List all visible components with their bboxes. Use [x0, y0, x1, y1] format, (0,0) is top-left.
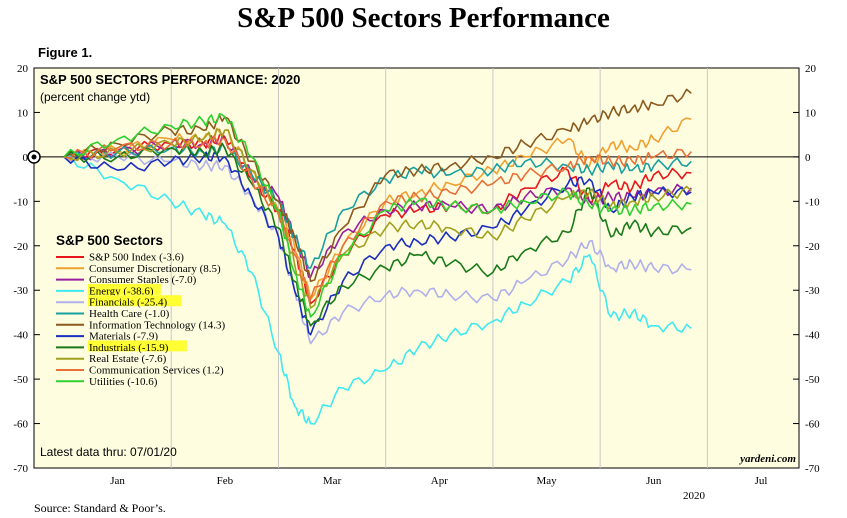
y-tick-label-right: -40	[805, 330, 820, 342]
month-gridlines	[170, 68, 708, 468]
x-tick-label: Jul	[755, 475, 768, 487]
legend-highlight	[88, 283, 161, 295]
plot-background	[33, 67, 800, 469]
y-axis-ticks: 20 20 10 10 0 0 -10 -10 -20 -20 -30 -30 -40 -40 -50 -50…	[13, 63, 820, 475]
chart-subtitle: (percent change ytd)	[40, 90, 150, 104]
chart-title: S&P 500 SECTORS PERFORMANCE: 2020	[40, 72, 300, 87]
y-tick-label-left: -70	[13, 463, 28, 475]
legend-title: S&P 500 Sectors	[56, 233, 163, 248]
series-lines	[63, 88, 692, 425]
legend-label: Health Care (-1.0)	[89, 308, 170, 320]
y-tick-label-left: -10	[13, 196, 28, 208]
series-line	[63, 135, 692, 300]
legend-label: Materials (-7.9)	[89, 331, 158, 343]
legend-label: Financials (-25.4)	[89, 297, 168, 309]
yardeni-credit: yardeni.com	[738, 453, 796, 465]
legend-label: Energy (-38.6)	[89, 285, 154, 297]
y-tick-label-left: 0	[23, 152, 29, 164]
year-label: 2020	[683, 490, 706, 502]
origin-marker	[27, 150, 41, 164]
x-tick-label: Feb	[217, 475, 234, 487]
y-tick-label-left: -20	[13, 241, 28, 253]
y-tick-label-left: 10	[17, 107, 29, 119]
figure-label: Figure 1.	[38, 45, 93, 60]
latest-data-note: Latest data thru: 07/01/20	[40, 445, 177, 459]
legend: S&P 500 Index (-3.6)Consumer Discretiona…	[56, 252, 226, 388]
legend-label: Communication Services (1.2)	[89, 365, 224, 377]
x-tick-label: Jan	[110, 475, 125, 487]
x-tick-label: Jun	[646, 475, 662, 487]
y-tick-label-right: 10	[805, 107, 817, 119]
y-tick-label-left: -40	[13, 330, 28, 342]
series-line	[63, 88, 692, 283]
y-tick-label-right: 20	[805, 63, 817, 75]
legend-label: Industrials (-15.9)	[89, 342, 169, 354]
series-line	[63, 154, 692, 425]
y-tick-label-left: -50	[13, 374, 28, 386]
y-tick-label-right: -30	[805, 285, 820, 297]
y-tick-label-right: -20	[805, 241, 820, 253]
x-axis-labels: Jan Feb Mar Apr May Jun Jul	[110, 475, 767, 487]
y-tick-label-left: -60	[13, 419, 28, 431]
x-tick-label: Apr	[431, 475, 448, 487]
legend-label: Information Technology (14.3)	[89, 319, 226, 331]
series-line	[63, 113, 692, 318]
y-tick-label-right: -10	[805, 196, 820, 208]
y-tick-label-right: -70	[805, 463, 820, 475]
legend-label: Consumer Discretionary (8.5)	[89, 263, 221, 275]
y-tick-label-right: 0	[805, 152, 811, 164]
legend-label: Real Estate (-7.6)	[89, 353, 167, 365]
legend-label: Utilities (-10.6)	[89, 376, 158, 388]
legend-label: Consumer Staples (-7.0)	[89, 274, 197, 286]
series-line	[63, 150, 692, 345]
source-note: Source: Standard & Poor’s.	[34, 501, 166, 515]
legend-highlight	[88, 340, 187, 352]
legend-highlight	[88, 295, 182, 307]
page-title: S&P 500 Sectors Performance	[237, 2, 610, 34]
y-tick-label-right: -60	[805, 419, 820, 431]
y-tick-label-left: -30	[13, 285, 28, 297]
x-tick-label: May	[536, 475, 557, 487]
series-line	[63, 142, 692, 327]
y-tick-label-left: 20	[17, 63, 29, 75]
legend-label: S&P 500 Index (-3.6)	[89, 252, 184, 264]
series-line	[63, 151, 692, 336]
x-tick-label: Mar	[323, 475, 342, 487]
series-line	[63, 128, 692, 309]
y-tick-label-right: -50	[805, 374, 820, 386]
